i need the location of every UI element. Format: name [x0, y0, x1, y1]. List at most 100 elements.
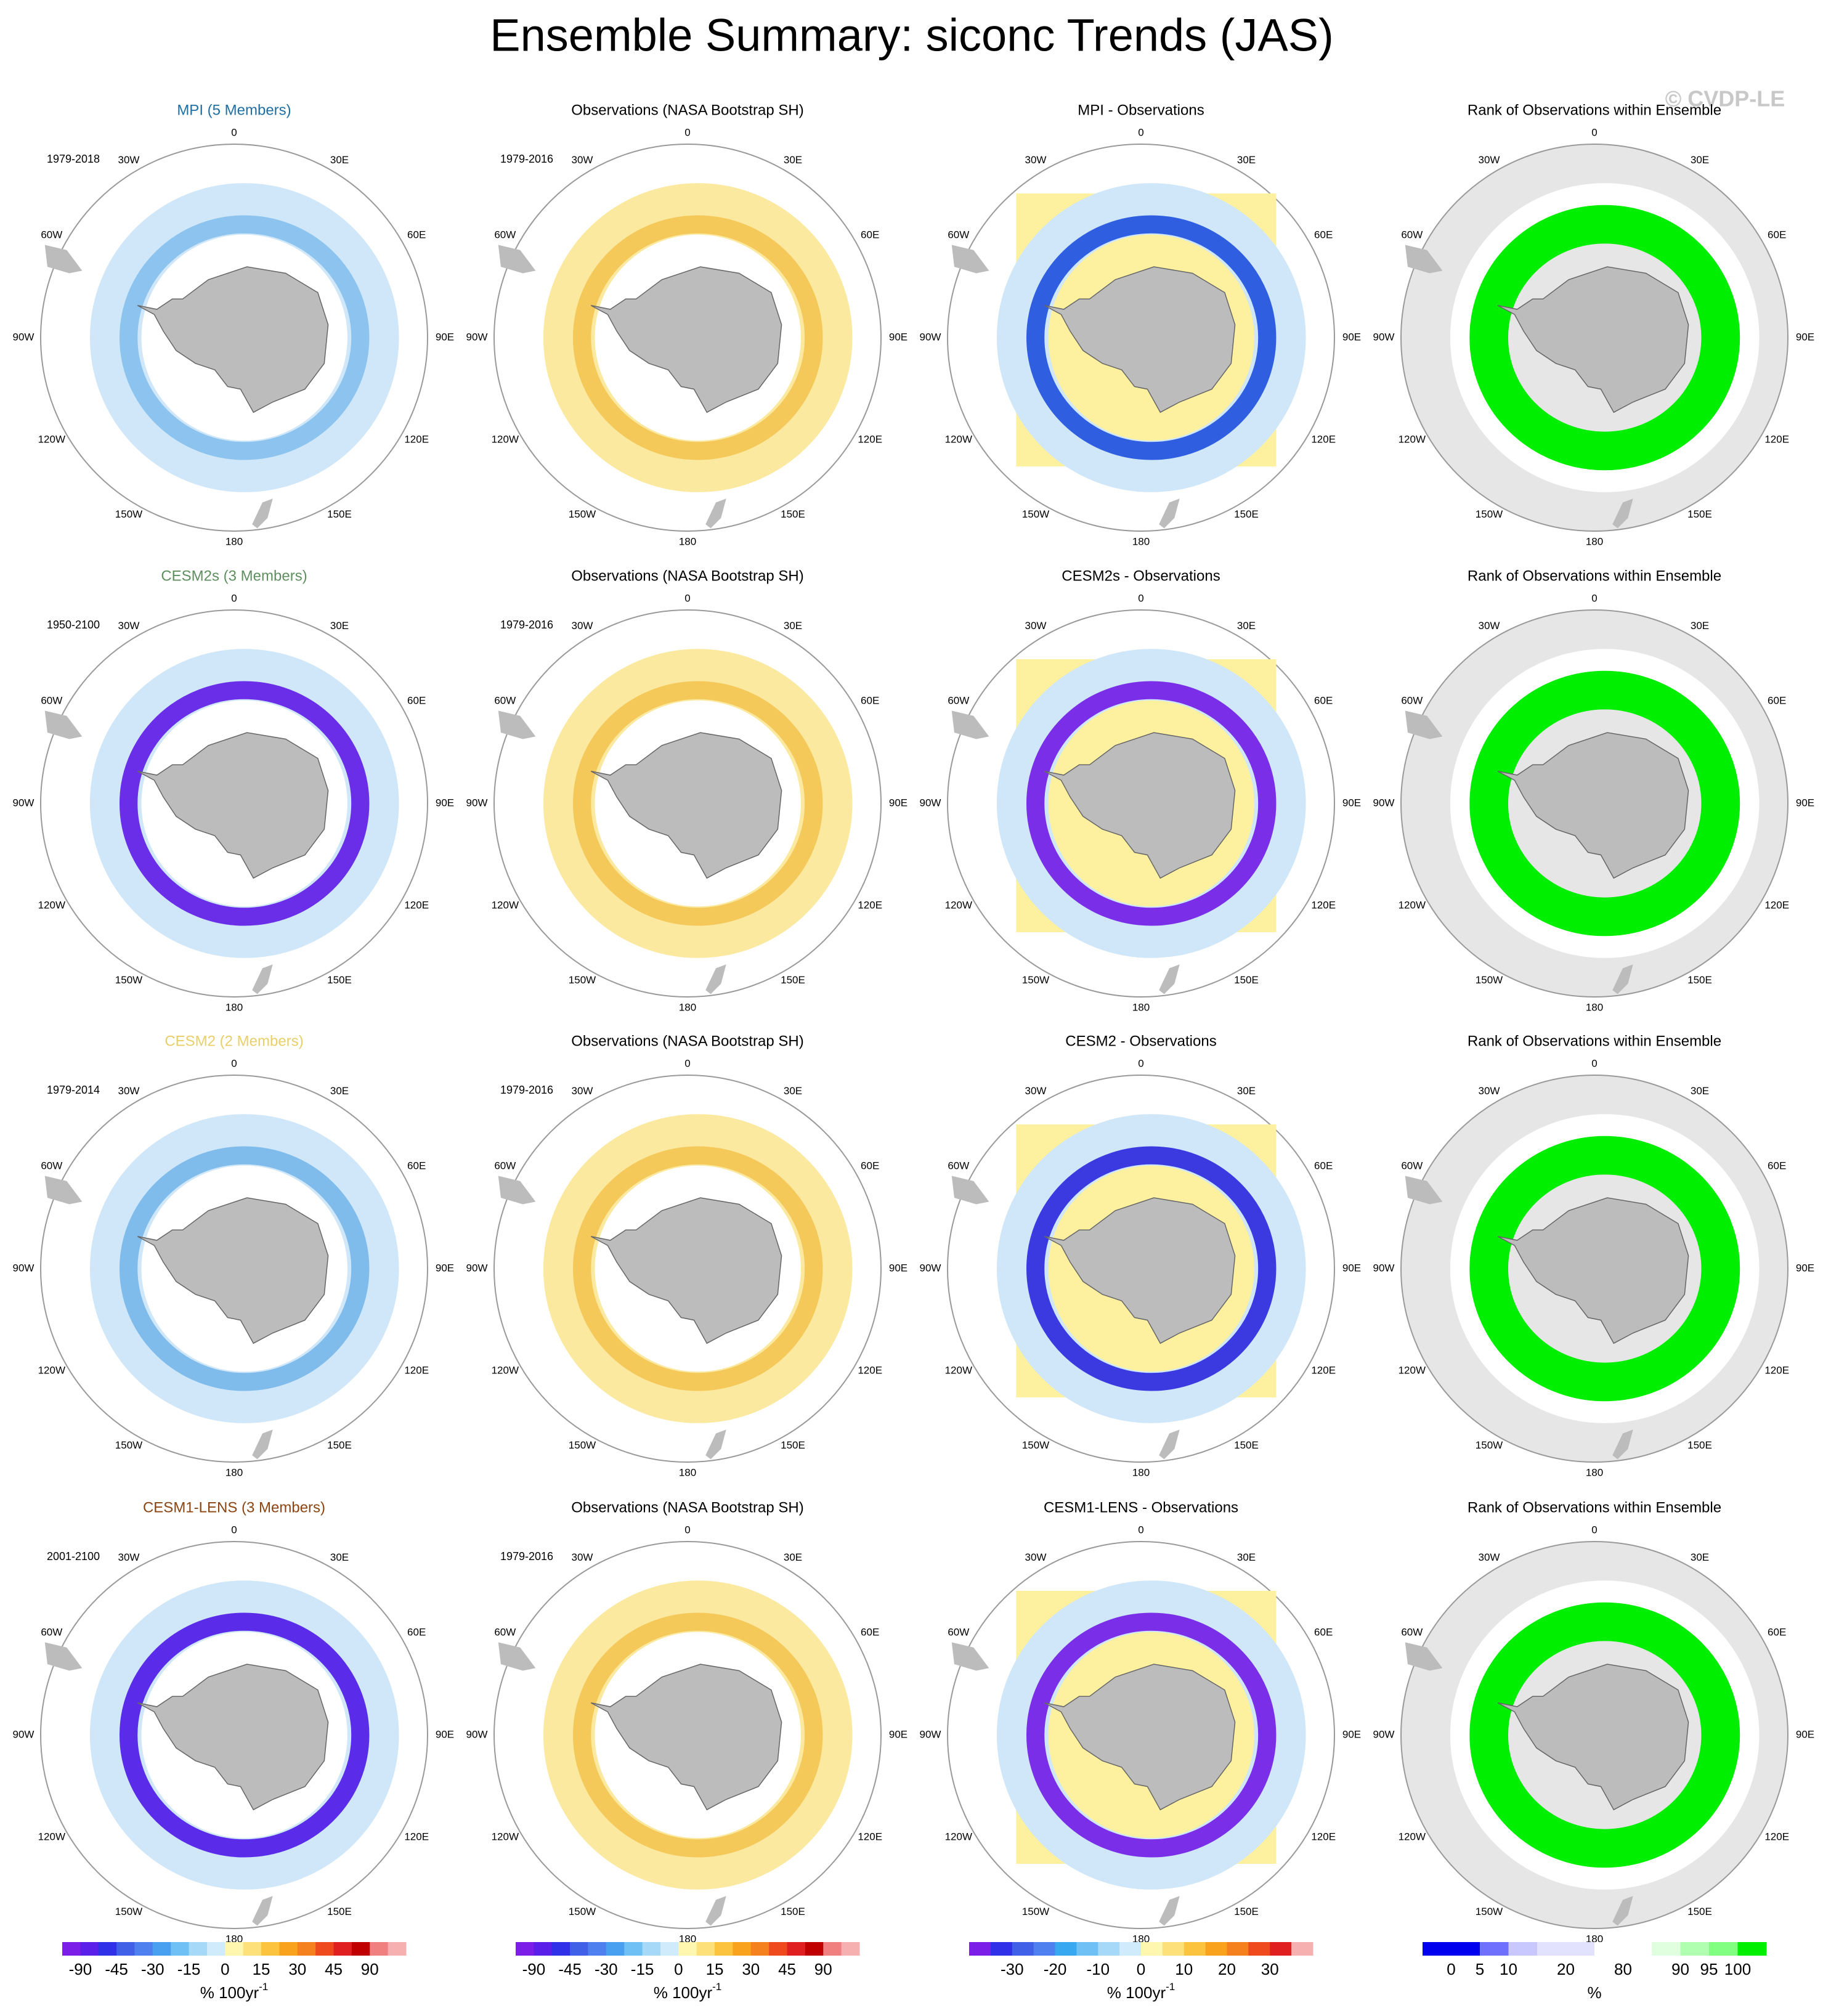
ice-ring: [572, 681, 823, 926]
longitude-label: 150E: [1234, 974, 1259, 986]
ice-outer: [89, 183, 399, 492]
ice-ring: [572, 215, 823, 460]
ice-outer: [996, 1580, 1306, 1890]
longitude-label: 150E: [1687, 1439, 1712, 1451]
longitude-label: 60W: [948, 1626, 969, 1638]
antarctica: [590, 1664, 782, 1811]
longitude-label: 90E: [436, 331, 454, 343]
map-panel: [40, 144, 428, 532]
longitude-label: 90W: [1373, 331, 1395, 343]
longitude-label: 30W: [118, 154, 140, 166]
longitude-label: 150W: [569, 1439, 596, 1451]
longitude-label: 90W: [1373, 1728, 1395, 1740]
unit-text: %: [1587, 1983, 1601, 2002]
colorbar-unit: %: [1587, 1983, 1601, 2002]
longitude-label: 120W: [1399, 1831, 1426, 1842]
colorbar-box: [98, 1942, 117, 1956]
colorbar-box: [624, 1942, 643, 1956]
longitude-label: 0: [1138, 592, 1143, 604]
longitude-label: 120W: [38, 1831, 65, 1842]
new-zealand: [1159, 964, 1180, 994]
colorbar-box: [225, 1942, 244, 1956]
colorbar-label: -30: [141, 1960, 164, 1978]
longitude-label: 120W: [38, 433, 65, 445]
map-panel: [947, 1075, 1335, 1463]
south-america: [1405, 1642, 1443, 1671]
colorbar-box: [1451, 1942, 1480, 1956]
longitude-label: 0: [1591, 592, 1597, 604]
longitude-label: 120E: [1311, 433, 1336, 445]
longitude-label: 120W: [38, 899, 65, 911]
longitude-label: 150E: [327, 974, 352, 986]
antarctica: [1497, 1197, 1689, 1344]
longitude-label: 90E: [436, 1262, 454, 1274]
colorbar-box: [1508, 1942, 1538, 1956]
colorbar-box: [1623, 1942, 1652, 1956]
longitude-label: 60W: [948, 694, 969, 706]
unit-exponent: -1: [259, 1981, 268, 1993]
longitude-label: 180: [679, 1466, 696, 1478]
new-zealand: [1612, 1896, 1633, 1926]
longitude-label: 60W: [1401, 1626, 1423, 1638]
longitude-label: 60W: [494, 229, 516, 240]
longitude-label: 90W: [920, 331, 941, 343]
longitude-label: 60W: [494, 1626, 516, 1638]
colorbar-box: [388, 1942, 407, 1956]
new-zealand: [1159, 1429, 1180, 1460]
longitude-label: 150E: [327, 1906, 352, 1917]
ice-outer: [543, 649, 853, 958]
map-panel: [1400, 609, 1788, 998]
ice-outer: [996, 1114, 1306, 1423]
figure-title: Ensemble Summary: siconc Trends (JAS): [490, 10, 1333, 61]
colorbar-label: 0: [1137, 1960, 1145, 1978]
longitude-label: 150E: [1234, 1906, 1259, 1917]
new-zealand: [705, 1429, 726, 1460]
south-america: [44, 245, 83, 274]
panel-title: Observations (NASA Bootstrap SH): [571, 102, 803, 118]
longitude-label: 150E: [781, 1439, 805, 1451]
longitude-label: 60W: [1401, 1160, 1423, 1171]
new-zealand: [705, 1896, 726, 1926]
colorbar-box: [823, 1942, 842, 1956]
map-panel: [40, 1541, 428, 1929]
colorbar-unit: % 100yr-1: [200, 1981, 269, 2001]
longitude-label: 0: [1138, 1057, 1143, 1069]
longitude-label: 150W: [1022, 1906, 1049, 1917]
longitude-label: 30W: [572, 1551, 593, 1563]
longitude-label: 120W: [945, 1831, 972, 1842]
longitude-label: 120W: [1399, 899, 1426, 911]
colorbar-box: [1076, 1942, 1098, 1956]
antarctica: [137, 732, 329, 879]
longitude-label: 60E: [861, 1626, 879, 1638]
longitude-label: 120E: [858, 1831, 882, 1842]
longitude-label: 60E: [861, 1160, 879, 1171]
longitude-label: 60W: [494, 1160, 516, 1171]
longitude-label: 90W: [13, 1728, 35, 1740]
longitude-label: 90W: [1373, 797, 1395, 808]
longitude-label: 60E: [1314, 694, 1333, 706]
longitude-label: 180: [1132, 1466, 1150, 1478]
new-zealand: [1612, 1429, 1633, 1460]
south-america: [951, 710, 989, 739]
longitude-label: 90E: [1342, 1262, 1361, 1274]
longitude-label: 0: [231, 1524, 237, 1535]
longitude-label: 60E: [1768, 1160, 1786, 1171]
ice-outer: [89, 649, 399, 958]
longitude-label: 150W: [1022, 974, 1049, 986]
colorbar-box: [570, 1942, 588, 1956]
longitude-label: 60W: [41, 694, 62, 706]
longitude-label: 90W: [466, 1728, 488, 1740]
ice-outer: [89, 1580, 399, 1890]
longitude-label: 120E: [1311, 1364, 1336, 1376]
longitude-label: 0: [1138, 126, 1143, 138]
ice-ring: [1469, 205, 1740, 471]
south-america: [1405, 1176, 1443, 1205]
south-america: [44, 710, 83, 739]
longitude-label: 150E: [781, 974, 805, 986]
colorbar-label: 10: [1175, 1960, 1193, 1978]
longitude-label: 150W: [115, 508, 142, 520]
longitude-label: 30E: [1691, 1551, 1709, 1563]
colorbar-box: [1270, 1942, 1292, 1956]
new-zealand: [705, 498, 726, 529]
map-panel: [40, 609, 428, 998]
